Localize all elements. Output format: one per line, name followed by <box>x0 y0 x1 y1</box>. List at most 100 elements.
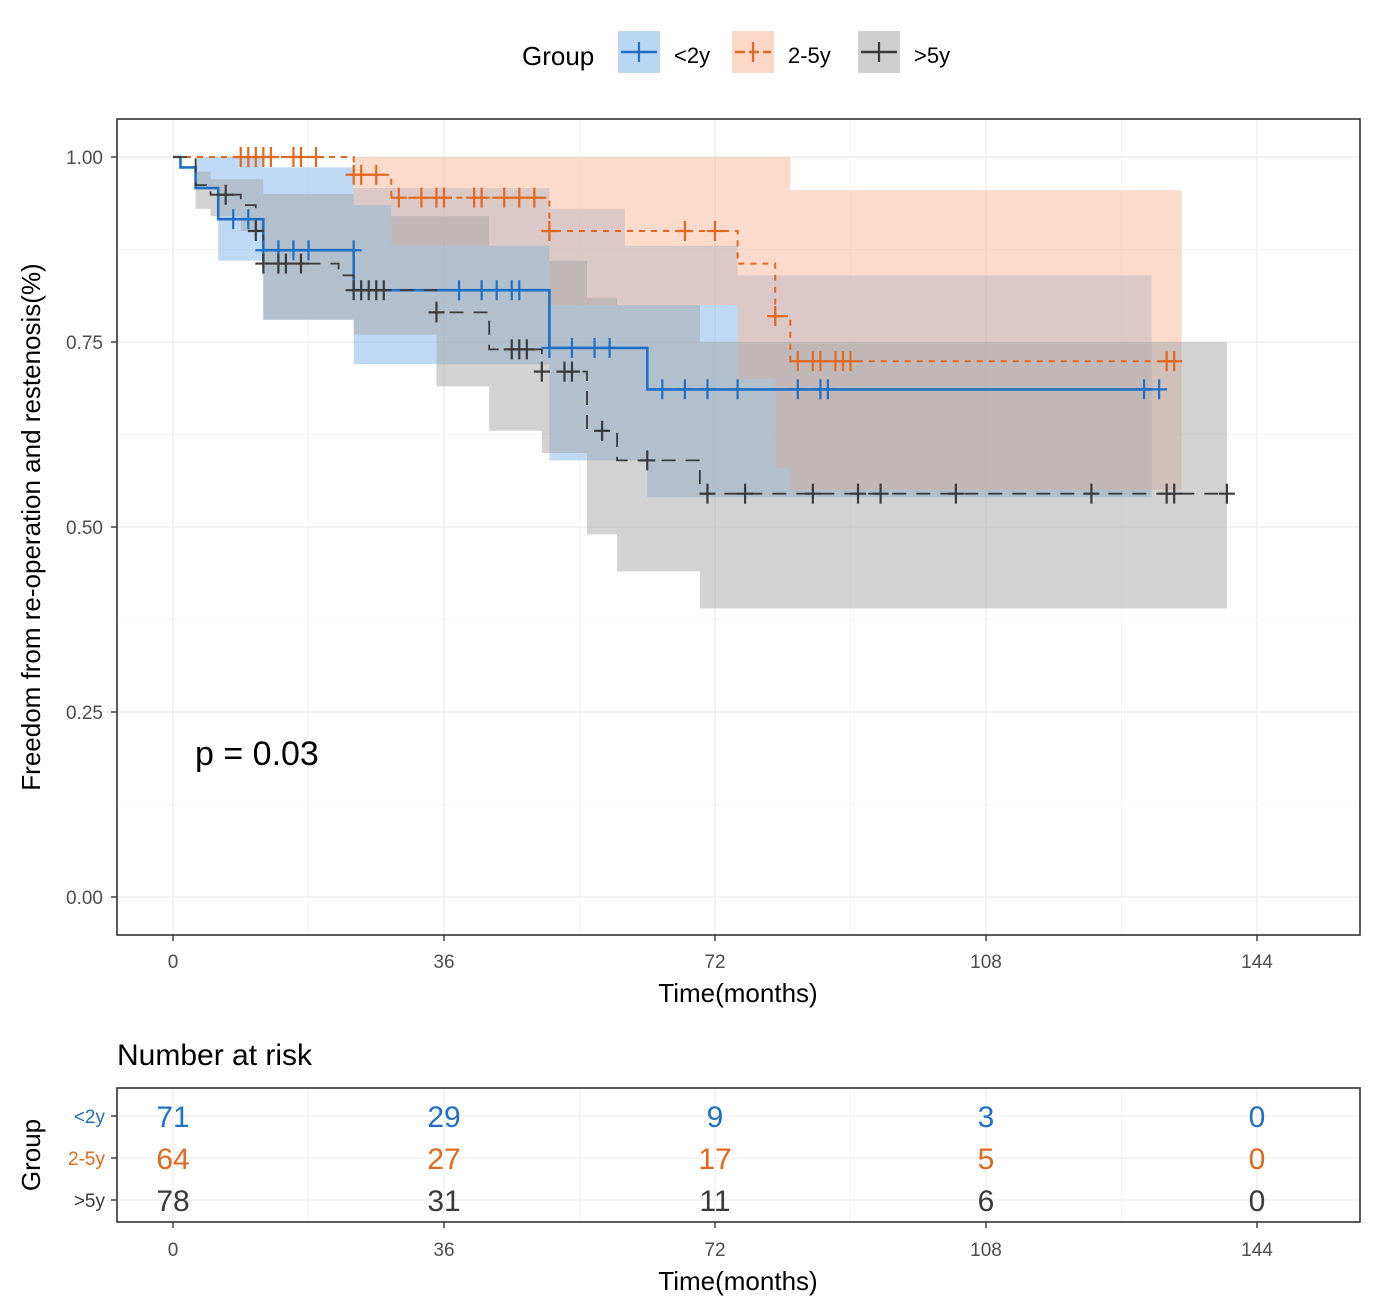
censor-mark-lt2y <box>586 337 603 358</box>
censor-mark-2-5y <box>390 187 407 208</box>
risk-cell-2-5y: 0 <box>1249 1143 1266 1176</box>
risk-x-tick-label: 0 <box>168 1240 179 1261</box>
censor-mark-lt2y <box>789 379 806 400</box>
censor-mark-gt5y <box>292 253 309 274</box>
censor-mark-lt2y <box>345 240 362 261</box>
risk-cell-2-5y: 17 <box>698 1143 731 1176</box>
censor-mark-lt2y <box>676 379 693 400</box>
censor-mark-2-5y <box>368 164 385 185</box>
censor-mark-gt5y <box>428 302 445 323</box>
censor-mark-lt2y <box>541 337 558 358</box>
risk-table: Number at risk 71 29 9 3 0 64 27 17 5 0 78 31 11 6 0 <… <box>16 1039 1361 1296</box>
risk-cell-lt2y: 9 <box>707 1101 724 1134</box>
censor-mark-gt5y <box>947 483 964 504</box>
risk-cell-2-5y: 64 <box>156 1143 189 1176</box>
y-tick-label: 0.00 <box>66 888 103 909</box>
censor-mark-2-5y <box>436 187 452 208</box>
risk-table-background <box>117 1088 1360 1222</box>
risk-grid-lines <box>117 1088 1360 1222</box>
legend: Group <2y 2-5y >5y <box>522 31 950 73</box>
risk-x-axis: 0 36 72 108 144 <box>168 1222 1273 1261</box>
censor-marks <box>217 147 1235 504</box>
censor-mark-2-5y <box>496 187 513 208</box>
y-tick-label: 0.75 <box>66 333 103 354</box>
censor-mark-gt5y <box>1083 483 1100 504</box>
x-axis-title: Time(months) <box>658 978 817 1008</box>
censor-mark-lt2y <box>225 209 242 230</box>
risk-group-label: >5y <box>74 1191 106 1212</box>
censor-mark-gt5y <box>1218 483 1235 504</box>
legend-item-gt5y: >5y <box>858 31 950 73</box>
censor-mark-gt5y <box>375 280 392 301</box>
y-tick-label: 0.50 <box>66 518 103 539</box>
censor-mark-2-5y <box>292 147 309 167</box>
censor-mark-lt2y <box>511 280 528 301</box>
legend-title: Group <box>522 41 594 71</box>
censor-mark-lt2y <box>819 379 836 400</box>
censor-mark-lt2y <box>451 280 468 301</box>
risk-cell-lt2y: 0 <box>1249 1101 1266 1134</box>
x-tick-label: 0 <box>168 952 179 973</box>
ci-band-gt5y <box>173 157 1227 609</box>
censor-mark-2-5y <box>707 221 723 241</box>
censor-mark-lt2y <box>488 280 505 301</box>
risk-cell-gt5y: 0 <box>1249 1185 1266 1218</box>
censor-mark-lt2y <box>601 337 618 358</box>
y-tick-label: 1.00 <box>66 148 103 169</box>
risk-cell-lt2y: 3 <box>978 1101 995 1134</box>
risk-x-tick-label: 72 <box>704 1240 725 1261</box>
legend-label: <2y <box>674 43 710 68</box>
censor-mark-lt2y <box>1136 379 1153 400</box>
risk-cell-lt2y: 71 <box>156 1101 189 1134</box>
censor-mark-2-5y <box>812 351 829 372</box>
risk-x-tick-label: 36 <box>433 1240 454 1261</box>
censor-mark-gt5y <box>217 184 234 205</box>
censor-mark-2-5y <box>473 187 490 208</box>
censor-mark-lt2y <box>699 379 716 400</box>
risk-cell-gt5y: 6 <box>978 1185 995 1218</box>
risk-cell-gt5y: 78 <box>156 1185 189 1218</box>
risk-y-axis-title: Group <box>16 1119 46 1191</box>
censor-mark-2-5y <box>353 164 370 185</box>
risk-group-label: <2y <box>74 1107 106 1128</box>
censor-mark-lt2y <box>240 209 257 230</box>
x-tick-label: 144 <box>1241 952 1273 973</box>
censor-mark-2-5y <box>308 147 325 167</box>
censor-mark-2-5y <box>767 306 784 327</box>
risk-table-frame <box>116 1087 1361 1223</box>
censor-mark-gt5y <box>594 420 611 441</box>
censor-mark-gt5y <box>639 450 656 471</box>
legend-label: >5y <box>914 43 950 68</box>
risk-cell-gt5y: 11 <box>699 1185 730 1218</box>
risk-cells: 71 29 9 3 0 64 27 17 5 0 78 31 11 6 0 <box>156 1101 1265 1218</box>
censor-mark-gt5y <box>1166 483 1183 504</box>
censor-mark-lt2y <box>300 240 317 261</box>
x-tick-label: 72 <box>704 952 725 973</box>
censor-mark-gt5y <box>804 483 821 504</box>
risk-x-tick-label: 144 <box>1241 1240 1273 1261</box>
legend-item-2-5y: 2-5y <box>732 31 831 73</box>
censor-mark-gt5y <box>255 253 272 274</box>
censor-mark-gt5y <box>699 483 716 504</box>
censor-mark-2-5y <box>262 147 279 167</box>
censor-mark-2-5y <box>842 351 859 372</box>
censor-mark-gt5y <box>518 339 535 360</box>
censor-mark-lt2y <box>654 379 671 400</box>
censor-mark-gt5y <box>563 361 580 382</box>
risk-cell-lt2y: 29 <box>427 1101 460 1134</box>
risk-group-label: 2-5y <box>68 1149 105 1170</box>
y-axis: 0.00 0.25 0.50 0.75 1.00 <box>66 148 117 909</box>
censor-mark-2-5y <box>1166 351 1183 372</box>
y-axis-title: Freedom from re-operation and restenosis… <box>16 263 46 790</box>
censor-mark-lt2y <box>1151 379 1168 400</box>
risk-table-title: Number at risk <box>117 1039 313 1072</box>
p-value-annotation: p = 0.03 <box>195 735 319 773</box>
censor-mark-2-5y <box>413 187 430 208</box>
x-tick-label: 36 <box>433 952 454 973</box>
legend-item-lt2y: <2y <box>618 31 710 73</box>
censor-mark-lt2y <box>729 379 746 400</box>
censor-mark-gt5y <box>850 483 867 504</box>
censor-mark-2-5y <box>526 187 543 208</box>
x-axis: 0 36 72 108 144 <box>168 935 1273 973</box>
x-tick-label: 108 <box>970 952 1002 973</box>
